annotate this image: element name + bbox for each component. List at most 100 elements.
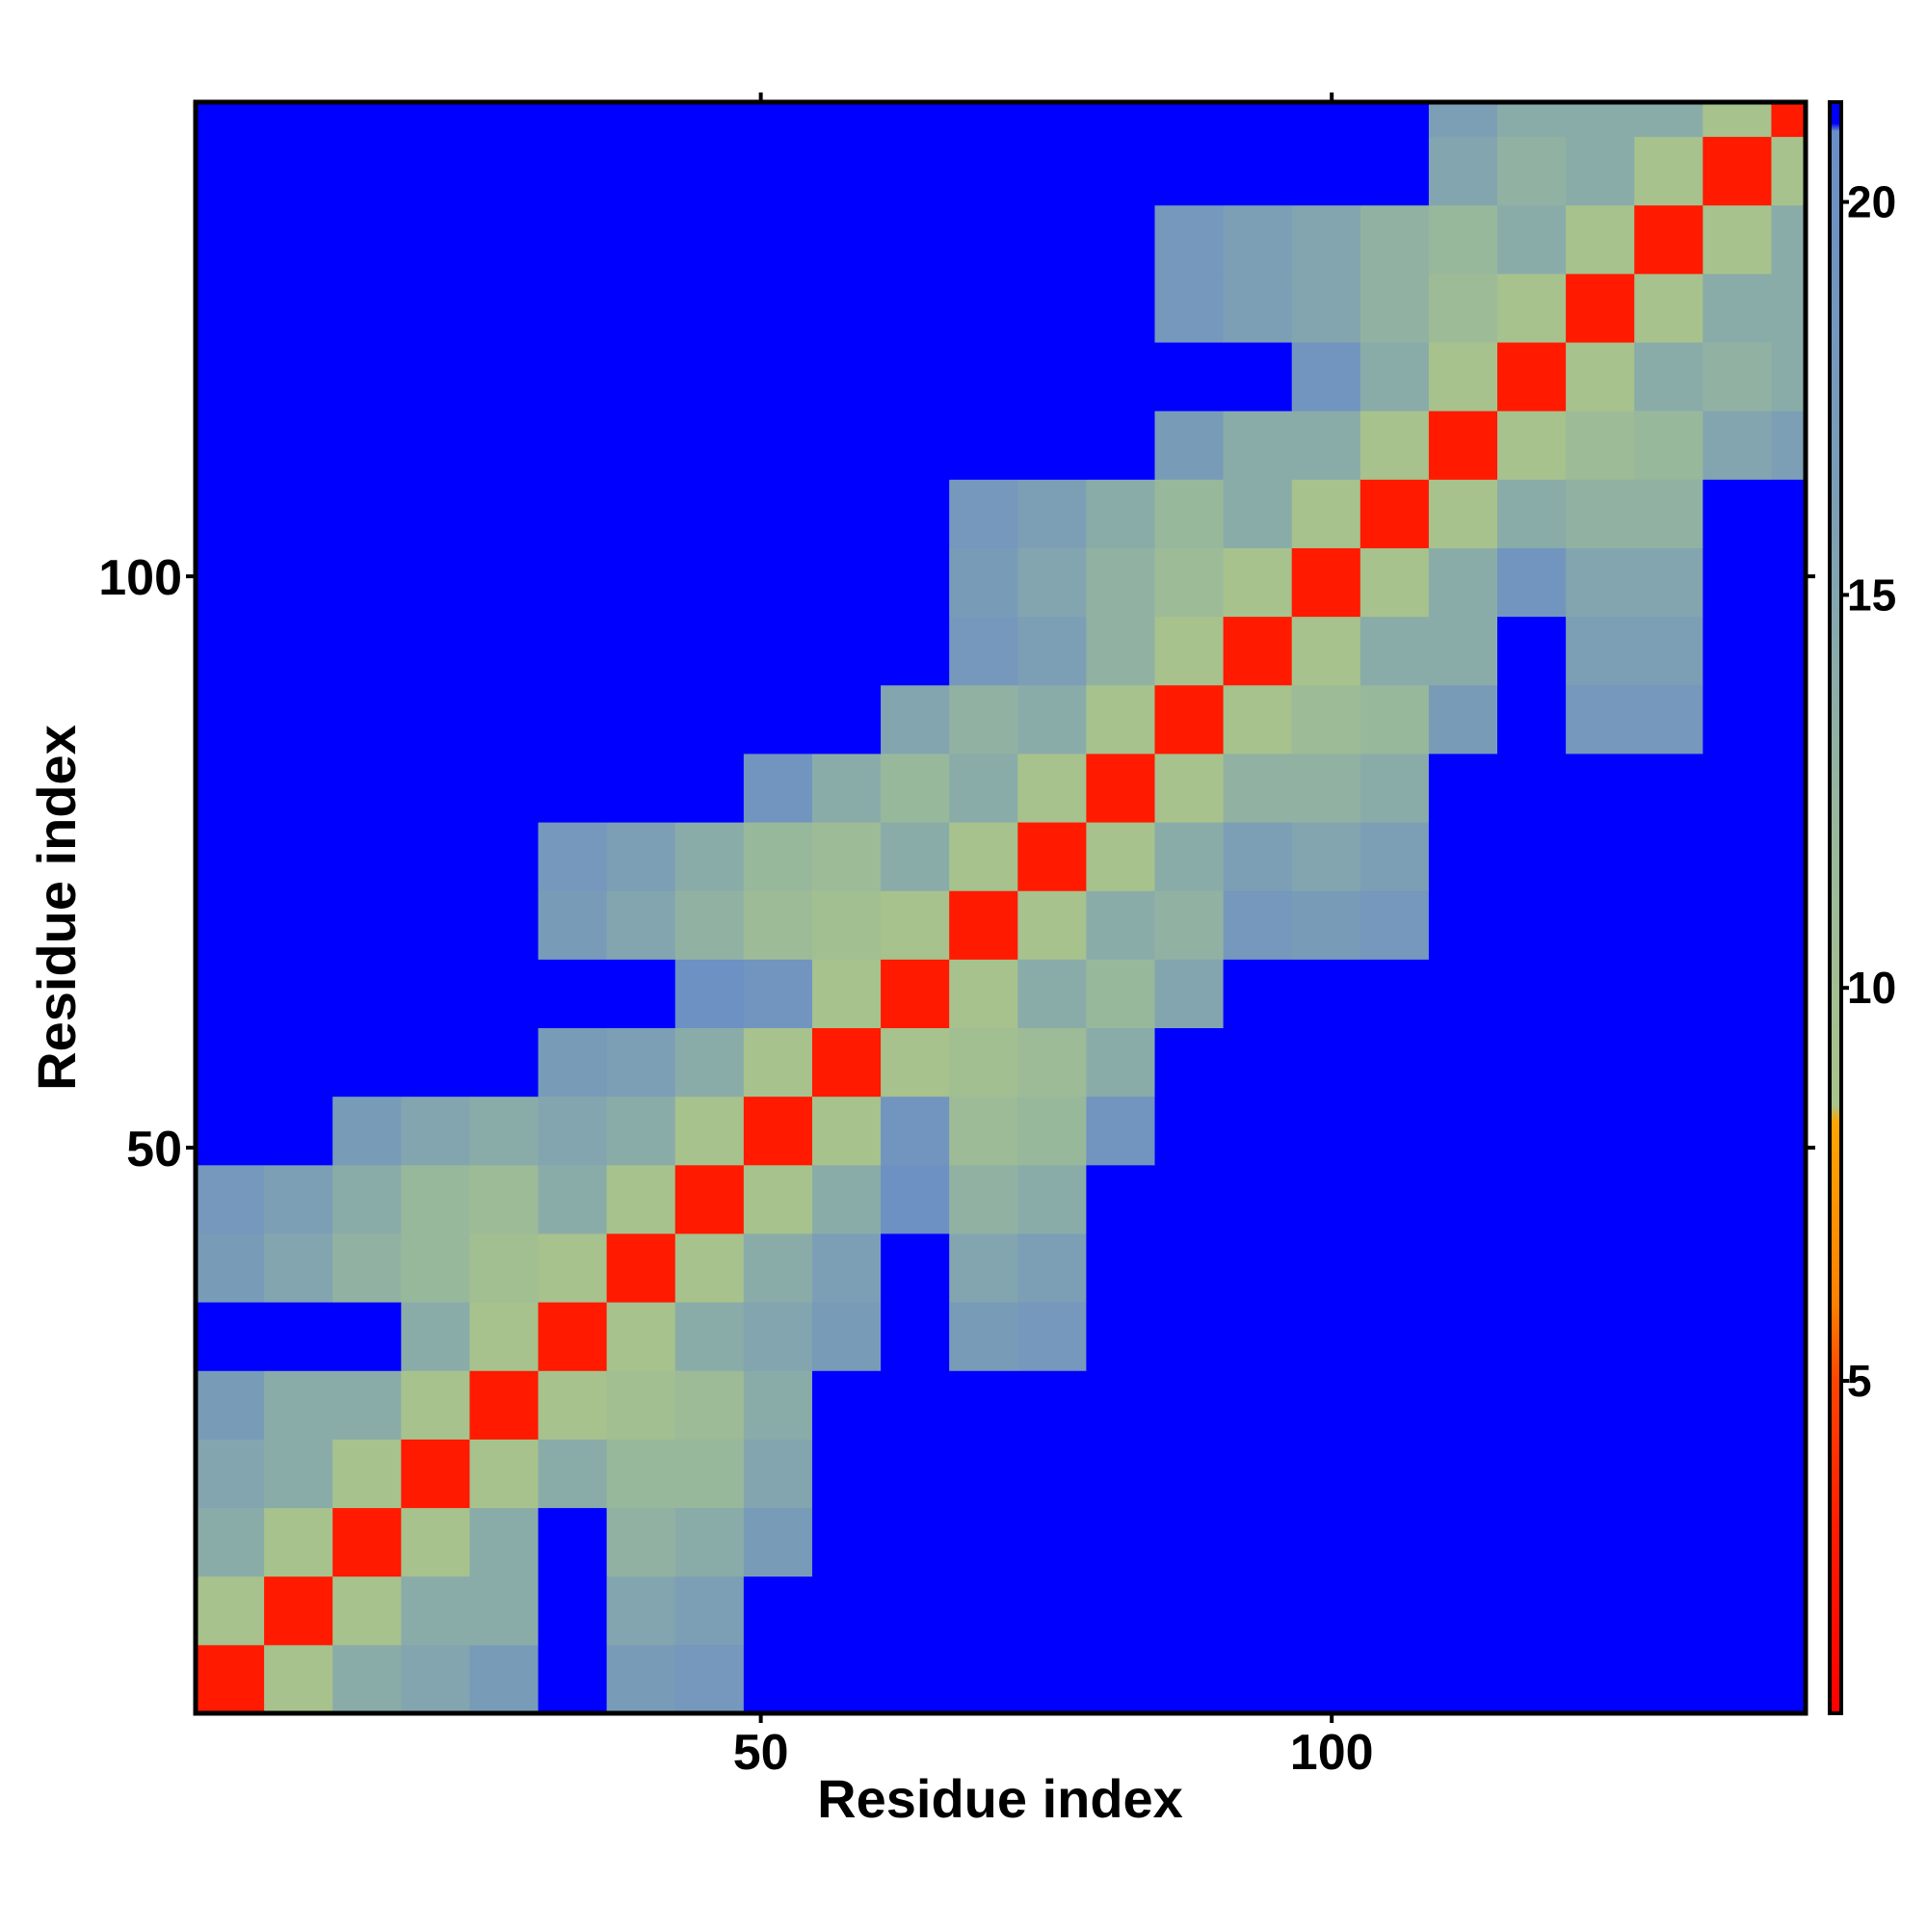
heatmap-cell (811, 1302, 882, 1371)
heatmap-cell (401, 547, 470, 618)
heatmap-cell (606, 1302, 676, 1371)
heatmap-cell (1154, 1232, 1225, 1303)
y-tick-label: 100 (98, 550, 182, 606)
heatmap-cell (1017, 273, 1087, 343)
heatmap-cell (606, 616, 676, 686)
heatmap-cell (1703, 753, 1772, 823)
heatmap-cell (332, 1507, 402, 1577)
heatmap-cell (401, 1370, 470, 1440)
heatmap-cell (1223, 1232, 1293, 1303)
heatmap-cell (606, 479, 676, 548)
heatmap-cell (1497, 1096, 1567, 1166)
heatmap-cell (332, 1575, 402, 1646)
heatmap-cell (1428, 822, 1498, 891)
heatmap-cell (1291, 102, 1361, 138)
heatmap-cell (1223, 1507, 1293, 1577)
heatmap-cell (1017, 1027, 1087, 1098)
heatmap-cell (1497, 1164, 1567, 1234)
heatmap-cell (264, 410, 333, 480)
heatmap-cell (1086, 616, 1155, 686)
heatmap-cell (1291, 684, 1361, 754)
heatmap-cell (606, 342, 676, 411)
heatmap-cell (196, 102, 265, 138)
heatmap-cell (1566, 1644, 1635, 1714)
heatmap-cell (1359, 410, 1430, 480)
heatmap-cell (1359, 204, 1430, 275)
heatmap-cell (811, 1644, 882, 1714)
heatmap-cell (401, 204, 470, 275)
heatmap-cell (538, 102, 608, 138)
heatmap-cell (469, 1096, 540, 1166)
heatmap-cell (1497, 616, 1567, 686)
heatmap-cell (401, 1302, 470, 1371)
heatmap-cell (1497, 1575, 1567, 1646)
heatmap-cell (264, 102, 333, 138)
heatmap-cell (332, 1096, 402, 1166)
heatmap-cell (881, 890, 950, 960)
heatmap-cell (1634, 410, 1703, 480)
heatmap-cell (1359, 1027, 1430, 1098)
heatmap-cell (1017, 753, 1087, 823)
heatmap-cell (264, 136, 333, 206)
heatmap-cell (606, 136, 676, 206)
heatmap-cell (1497, 959, 1567, 1029)
heatmap-cell (1703, 616, 1772, 686)
heatmap-cell (1497, 1644, 1567, 1714)
heatmap-cell (1359, 102, 1430, 138)
heatmap-cell (881, 273, 950, 343)
heatmap-cell (1154, 342, 1225, 411)
heatmap-cell (1771, 342, 1807, 411)
heatmap-cell (811, 1507, 882, 1577)
heatmap-cell (538, 1644, 608, 1714)
heatmap-cell (401, 753, 470, 823)
heatmap-cell (538, 1302, 608, 1371)
heatmap-cell (949, 204, 1018, 275)
heatmap-cell (1359, 1096, 1430, 1166)
heatmap-cell (1086, 1507, 1155, 1577)
y-tick-label: 50 (126, 1122, 182, 1178)
heatmap-cell (1497, 102, 1567, 138)
heatmap-cell (1703, 342, 1772, 411)
heatmap-cell (1428, 547, 1498, 618)
heatmap-cell (606, 273, 676, 343)
heatmap-cell (1703, 136, 1772, 206)
heatmap-cell (1634, 1370, 1703, 1440)
heatmap-cell (743, 1507, 813, 1577)
heatmap-cell (196, 753, 265, 823)
heatmap-cell (1497, 136, 1567, 206)
heatmap-cell (743, 1027, 813, 1098)
heatmap-cell (1566, 684, 1635, 754)
heatmap-cell (1771, 1507, 1807, 1577)
heatmap-cell (538, 1575, 608, 1646)
heatmap-cell (1359, 547, 1430, 618)
heatmap-cell (196, 1027, 265, 1098)
heatmap-cell (1703, 1027, 1772, 1098)
heatmap-cell (196, 1507, 265, 1577)
heatmap-cell (881, 822, 950, 891)
heatmap-cell (469, 1439, 540, 1509)
heatmap-cell (881, 1096, 950, 1166)
heatmap-cell (674, 822, 745, 891)
heatmap-cell (1086, 684, 1155, 754)
heatmap-cell (264, 1302, 333, 1371)
heatmap-cell (743, 1370, 813, 1440)
heatmap-cell (1223, 1644, 1293, 1714)
heatmap-cell (1086, 342, 1155, 411)
heatmap-cell (881, 1370, 950, 1440)
heatmap-cell (606, 1164, 676, 1234)
x-tick-label: 50 (733, 1725, 789, 1781)
heatmap-cell (606, 1575, 676, 1646)
heatmap-cell (1771, 822, 1807, 891)
heatmap-cell (264, 890, 333, 960)
heatmap-cell (881, 410, 950, 480)
heatmap-cell (1223, 1370, 1293, 1440)
heatmap-cell (1017, 136, 1087, 206)
heatmap-cell (1566, 1302, 1635, 1371)
heatmap-cell (606, 410, 676, 480)
heatmap-cell (401, 1164, 470, 1234)
heatmap-cell (1086, 1575, 1155, 1646)
heatmap-cell (332, 616, 402, 686)
heatmap-cell (674, 1232, 745, 1303)
heatmap-cell (1291, 1096, 1361, 1166)
heatmap-cell (1291, 890, 1361, 960)
